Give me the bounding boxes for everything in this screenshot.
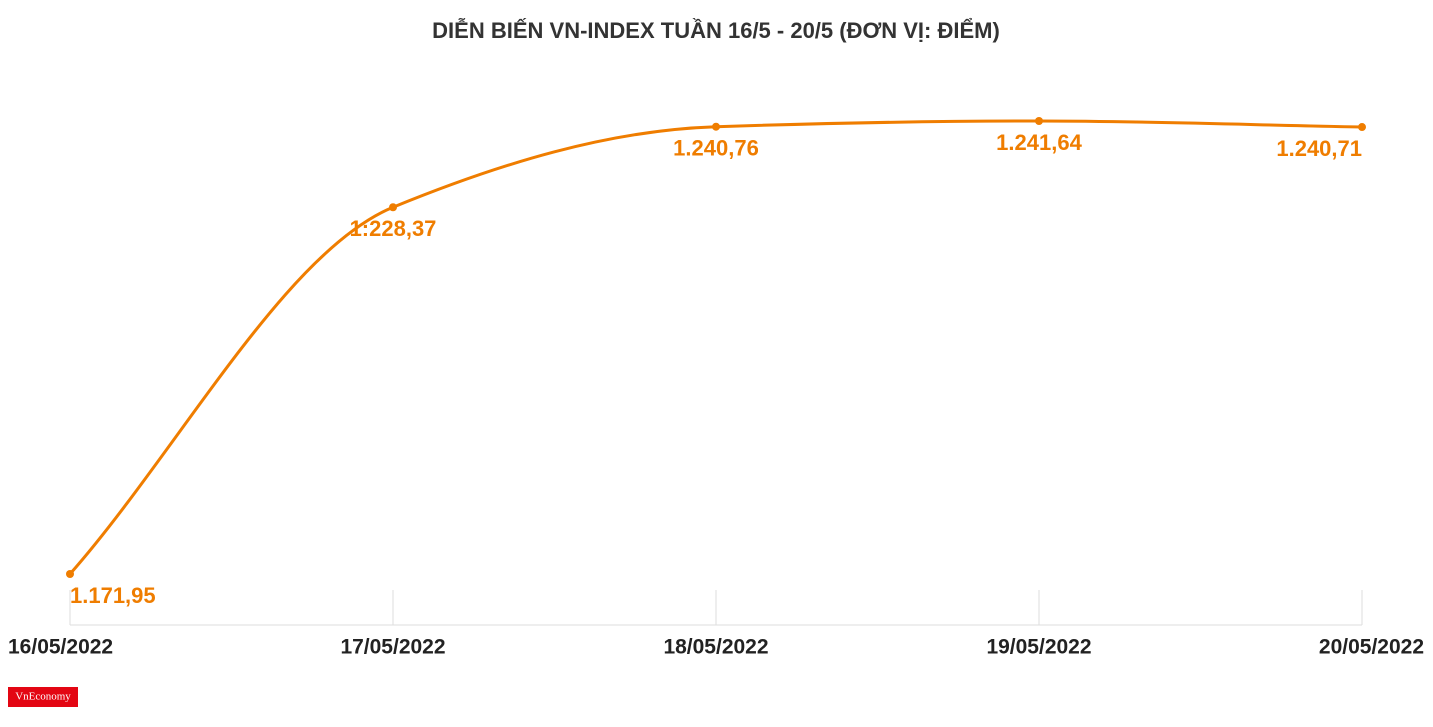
- logo: VnEconomy: [15, 691, 71, 703]
- x-tick-label: 16/05/2022: [8, 636, 113, 659]
- point: [712, 122, 720, 131]
- point: [66, 570, 74, 578]
- x-tick-label: 17/05/2022: [340, 636, 445, 659]
- point: [1035, 117, 1043, 125]
- point: [1358, 123, 1366, 132]
- value-label: 1.240,76: [673, 136, 759, 161]
- value-label: 1.171,95: [70, 583, 156, 608]
- value-label: 1:228,37: [350, 216, 437, 241]
- point: [389, 203, 397, 212]
- value-label: 1.240,71: [1276, 136, 1362, 161]
- logo-box: [8, 687, 78, 707]
- x-tick-label: 18/05/2022: [663, 636, 768, 659]
- value-label: 1.241,64: [996, 130, 1082, 155]
- chart-title: DIỄN BIẾN VN-INDEX TUẦN 16/5 - 20/5 (ĐƠN…: [432, 17, 1000, 43]
- x-tick-label: 19/05/2022: [986, 636, 1091, 659]
- line: [68, 119, 1363, 575]
- x-tick-label: 20/05/2022: [1319, 636, 1424, 659]
